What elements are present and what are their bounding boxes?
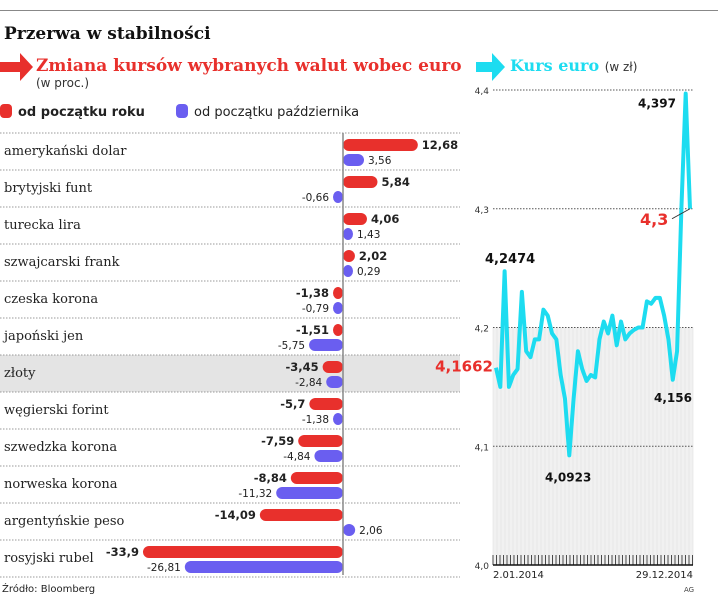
y-tick-label: 4,2 — [475, 325, 489, 335]
bar-oct — [184, 561, 343, 573]
data-label: -1,38 — [302, 414, 329, 426]
category-label: brytyjski funt — [4, 181, 93, 196]
data-label: -7,59 — [261, 434, 294, 448]
bar-chart-title: Zmiana kursów wybranych walut wobec euro — [36, 56, 462, 76]
bar-oct — [343, 228, 353, 240]
bar-oct — [309, 339, 343, 351]
bar-oct — [343, 524, 356, 536]
bar-ytd — [343, 139, 418, 151]
bar-oct — [333, 191, 343, 203]
category-label: złoty — [4, 366, 36, 381]
bar-oct — [333, 413, 343, 425]
annotation-label: 4,1662 — [435, 358, 493, 376]
data-label: -1,38 — [296, 286, 329, 300]
bar-oct — [343, 265, 353, 277]
legend-swatch — [176, 104, 188, 118]
data-label: -14,09 — [215, 508, 256, 522]
credit: AG — [684, 586, 695, 594]
annotation-label: 4,0923 — [545, 470, 591, 484]
category-label: czeska korona — [4, 292, 98, 307]
data-label: 12,68 — [422, 138, 458, 152]
source-note: Źródło: Bloomberg — [2, 584, 96, 595]
data-label: 2,02 — [359, 249, 387, 263]
y-tick-label: 4,4 — [475, 87, 490, 97]
bar-ytd — [343, 176, 378, 188]
y-tick-label: 4,3 — [475, 206, 489, 216]
category-label: japoński jen — [2, 329, 84, 344]
bar-oct — [314, 450, 343, 462]
data-label: -2,84 — [295, 377, 322, 389]
y-tick-label: 4,1 — [475, 443, 489, 453]
line-chart-title: Kurs euro (w zł) — [510, 56, 637, 75]
data-label: -3,45 — [285, 360, 318, 374]
data-label: -33,9 — [106, 545, 139, 559]
annotation-label: 4,156 — [654, 391, 692, 405]
legend-label: od początku października — [194, 105, 360, 120]
category-label: amerykański dolar — [4, 144, 127, 159]
red-arrow-icon — [0, 53, 33, 81]
data-label: -4,84 — [283, 451, 310, 463]
kurs-euro-line — [494, 91, 692, 458]
data-label: -5,7 — [280, 397, 305, 411]
legend-swatch — [0, 104, 12, 118]
category-label: szwajcarski frank — [4, 255, 120, 270]
annotation-leader — [671, 208, 691, 220]
data-label: 1,43 — [357, 229, 380, 241]
bar-ytd — [343, 213, 367, 225]
bar-oct — [333, 302, 343, 314]
category-label: szwedzka korona — [4, 440, 117, 455]
data-label: -1,51 — [296, 323, 329, 337]
data-label: -0,66 — [302, 192, 329, 204]
legend-ytd: od początku roku — [0, 104, 145, 120]
line-title-text: Kurs euro — [510, 56, 600, 75]
data-label: -0,79 — [302, 303, 329, 315]
category-label: norweska korona — [4, 477, 118, 492]
y-tick-label: 4,0 — [475, 562, 490, 572]
page-title: Przerwa w stabilności — [4, 24, 211, 44]
data-label: 4,06 — [371, 212, 399, 226]
bar-ytd — [343, 250, 355, 262]
data-label: -5,75 — [278, 340, 305, 352]
annotation-label: 4,3 — [640, 210, 668, 229]
data-label: 5,84 — [381, 175, 409, 189]
bar-oct — [276, 487, 343, 499]
bar-ytd — [259, 509, 343, 521]
data-label: 3,56 — [368, 155, 392, 167]
annotation-label: 4,2474 — [485, 252, 535, 267]
bar-chart-unit: (w proc.) — [36, 76, 90, 90]
bar-ytd — [298, 435, 343, 447]
bar-ytd — [309, 398, 343, 410]
x-start-label: 2.01.2014 — [493, 570, 544, 581]
cyan-arrow-icon — [476, 53, 505, 81]
annotation-label: 4,397 — [638, 97, 676, 111]
data-label: -26,81 — [147, 562, 181, 574]
data-label: 2,06 — [359, 525, 383, 537]
line-unit: (w zł) — [604, 60, 638, 74]
x-end-label: 29.12.2014 — [636, 570, 693, 581]
bar-ytd — [142, 546, 343, 558]
data-label: -8,84 — [254, 471, 287, 485]
data-label: 0,29 — [357, 266, 380, 278]
legend-oct: od początku października — [176, 104, 359, 120]
data-label: -11,32 — [238, 488, 272, 500]
bar-ytd — [322, 361, 343, 373]
category-label: turecka lira — [4, 218, 81, 233]
top-rule — [0, 10, 718, 11]
bar-oct — [343, 154, 365, 166]
category-label: argentyńskie peso — [4, 514, 125, 529]
category-label: rosyjski rubel — [4, 551, 94, 566]
legend-label: od początku roku — [18, 105, 145, 120]
highlight-row — [0, 355, 460, 392]
bar-ytd — [333, 287, 343, 299]
bar-ytd — [333, 324, 343, 336]
category-label: węgierski forint — [4, 403, 109, 418]
bar-ytd — [290, 472, 343, 484]
bar-oct — [326, 376, 343, 388]
